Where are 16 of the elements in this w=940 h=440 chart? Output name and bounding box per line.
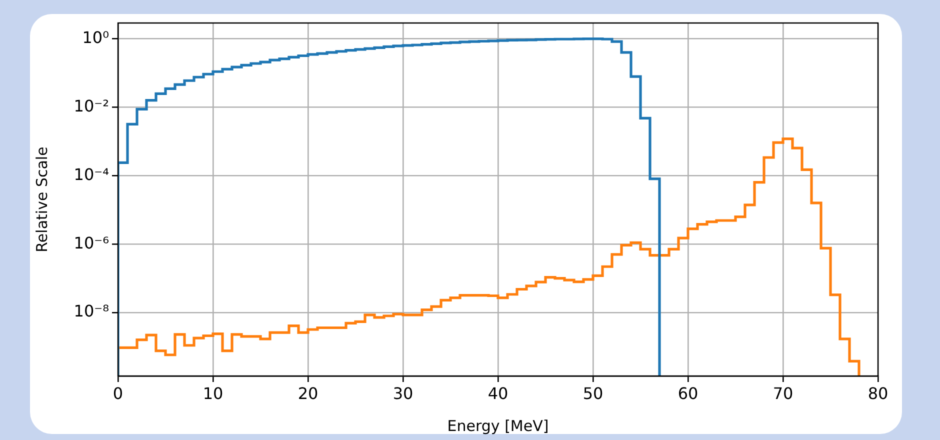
x-tick-label: 30 — [392, 384, 414, 403]
y-tick-label: 10⁻⁶ — [74, 233, 109, 252]
y-axis-title: Relative Scale — [32, 146, 51, 252]
x-tick-label: 70 — [772, 384, 794, 403]
y-tick-label: 10⁻⁸ — [74, 302, 109, 321]
x-axis-title: Energy [MeV] — [447, 416, 549, 435]
x-tick-label: 80 — [868, 384, 888, 403]
x-tick-label: 10 — [202, 384, 224, 403]
x-tick-label: 60 — [678, 384, 698, 403]
y-tick-label: 10⁰ — [82, 28, 109, 47]
x-tick-label: 50 — [582, 384, 604, 403]
y-tick-label: 10⁻⁴ — [74, 164, 109, 184]
y-tick-label: 10⁻² — [74, 96, 109, 116]
x-tick-label: 40 — [488, 384, 508, 403]
x-tick-label: 20 — [298, 384, 318, 403]
x-tick-label: 0 — [112, 384, 124, 403]
